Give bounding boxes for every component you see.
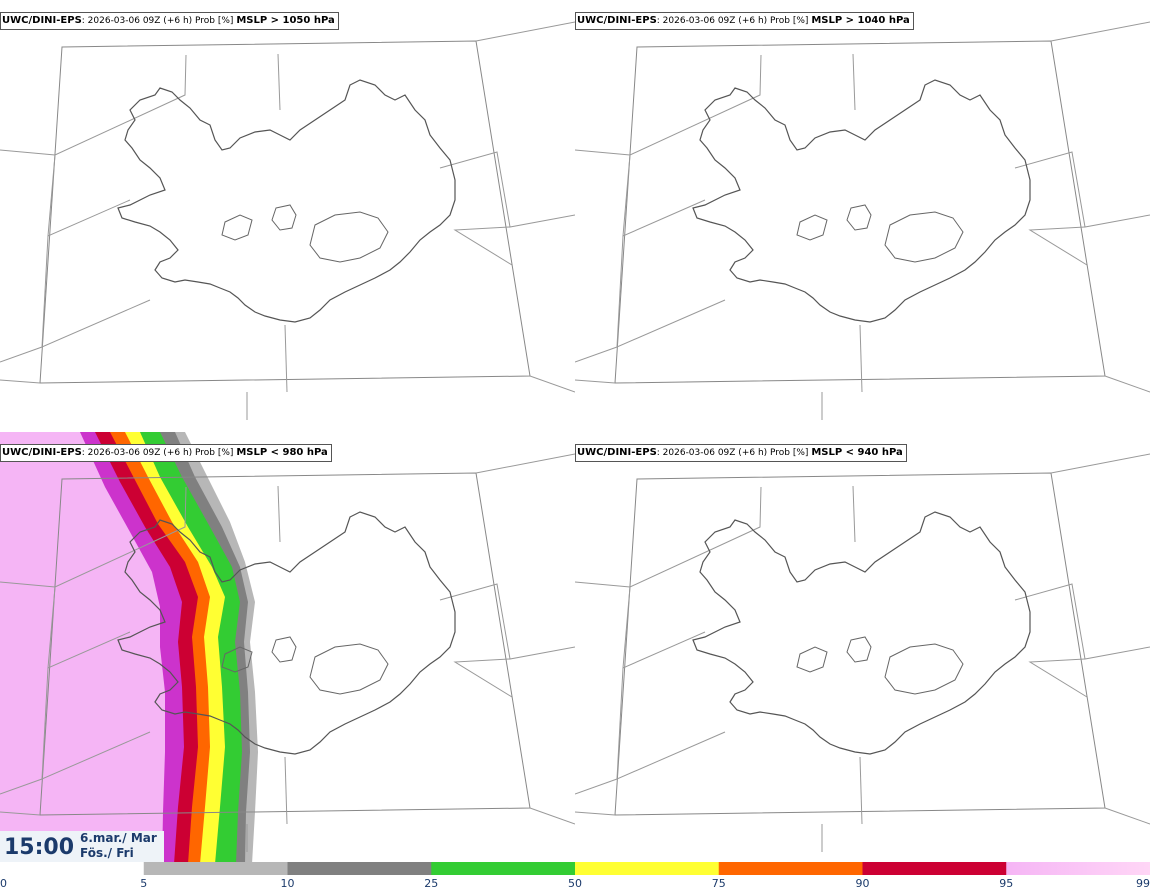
panel-title: UWC/DINI-EPS: 2026-03-06 09Z (+6 h) Prob… bbox=[0, 444, 332, 462]
colorbar-segment bbox=[575, 862, 720, 875]
colorbar-tick-label: 5 bbox=[140, 877, 147, 890]
colorbar-tick-label: 75 bbox=[712, 877, 726, 890]
valid-date: 6.mar./ Mar Fös./ Fri bbox=[80, 831, 157, 861]
probability-field bbox=[0, 432, 258, 864]
valid-time-box: 15:00 6.mar./ Mar Fös./ Fri bbox=[0, 831, 164, 863]
valid-time: 15:00 bbox=[4, 835, 75, 860]
model-name: UWC/DINI-EPS bbox=[2, 447, 82, 458]
map-canvas bbox=[575, 21, 1150, 421]
colorbar-tick-label: 95 bbox=[999, 877, 1013, 890]
colorbar-tick-label: 90 bbox=[856, 877, 870, 890]
panel-mslp-gt-1050: UWC/DINI-EPS: 2026-03-06 09Z (+6 h) Prob… bbox=[0, 0, 575, 432]
field-name: MSLP < 980 hPa bbox=[236, 447, 328, 458]
colorbar-tick-label: 25 bbox=[424, 877, 438, 890]
panel-mslp-gt-1040: UWC/DINI-EPS: 2026-03-06 09Z (+6 h) Prob… bbox=[575, 0, 1150, 432]
panel-title: UWC/DINI-EPS: 2026-03-06 09Z (+6 h) Prob… bbox=[575, 444, 907, 462]
colorbar-segment bbox=[143, 862, 288, 875]
panel-mslp-lt-980: UWC/DINI-EPS: 2026-03-06 09Z (+6 h) Prob… bbox=[0, 432, 575, 864]
colorbar-segment bbox=[431, 862, 576, 875]
map-canvas bbox=[0, 21, 575, 421]
colorbar-segment bbox=[287, 862, 432, 875]
run-info: : 2026-03-06 09Z (+6 h) Prob [%] bbox=[656, 16, 812, 26]
model-name: UWC/DINI-EPS bbox=[577, 447, 657, 458]
colorbar-tick-label: 10 bbox=[281, 877, 295, 890]
colorbar-tick-label: 0 bbox=[0, 877, 7, 890]
model-name: UWC/DINI-EPS bbox=[2, 15, 82, 26]
field-name: MSLP > 1040 hPa bbox=[811, 15, 910, 26]
panel-title: UWC/DINI-EPS: 2026-03-06 09Z (+6 h) Prob… bbox=[0, 12, 339, 30]
colorbar-segment bbox=[862, 862, 1007, 875]
run-info: : 2026-03-06 09Z (+6 h) Prob [%] bbox=[81, 16, 237, 26]
field-name: MSLP < 940 hPa bbox=[811, 447, 903, 458]
panel-mslp-lt-940: UWC/DINI-EPS: 2026-03-06 09Z (+6 h) Prob… bbox=[575, 432, 1150, 864]
colorbar: 0 5 10 25 50 75 90 95 99 bbox=[0, 862, 1150, 890]
colorbar-tick-label: 50 bbox=[568, 877, 582, 890]
run-info: : 2026-03-06 09Z (+6 h) Prob [%] bbox=[656, 448, 812, 458]
date-label: 6.mar./ Mar bbox=[80, 831, 157, 845]
day-label: Fös./ Fri bbox=[80, 846, 134, 860]
colorbar-tick-label: 99 bbox=[1136, 877, 1150, 890]
map-canvas bbox=[575, 453, 1150, 853]
colorbar-segment bbox=[0, 862, 145, 875]
map-canvas bbox=[0, 432, 575, 864]
panel-title: UWC/DINI-EPS: 2026-03-06 09Z (+6 h) Prob… bbox=[575, 12, 914, 30]
colorbar-segment bbox=[1006, 862, 1150, 875]
colorbar-segment bbox=[718, 862, 863, 875]
model-name: UWC/DINI-EPS bbox=[577, 15, 657, 26]
field-name: MSLP > 1050 hPa bbox=[236, 15, 335, 26]
run-info: : 2026-03-06 09Z (+6 h) Prob [%] bbox=[81, 448, 237, 458]
